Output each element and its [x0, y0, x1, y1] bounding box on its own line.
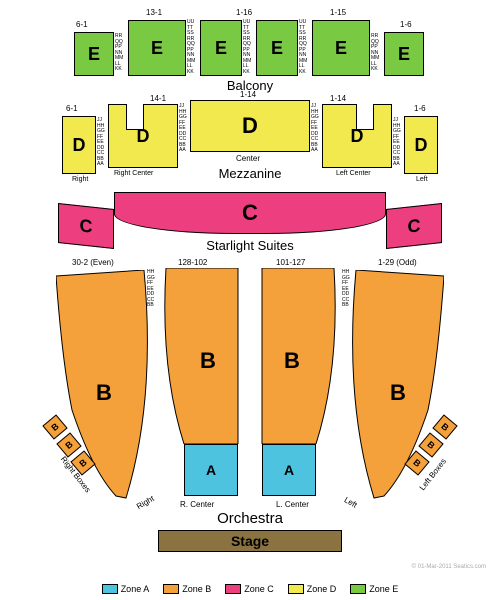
legend-zone-b: Zone B [163, 584, 211, 594]
balcony-rows-4: UU TT SS RR QQ PP NN MM LL KK [299, 20, 307, 75]
mezz-range-right: 1-14 [330, 94, 346, 103]
balcony-range-right: 1-15 [330, 8, 346, 17]
balcony-right[interactable]: E [312, 20, 370, 76]
legend: Zone A Zone B Zone C Zone D Zone E [0, 584, 500, 594]
mezz-center[interactable]: D [190, 100, 310, 152]
orch-title: Orchestra [0, 510, 500, 527]
mezz-range-left: 14-1 [150, 94, 166, 103]
balcony-rows-5: RR QQ PP NN MM LL KK [371, 34, 379, 73]
mezz-rows-1: JJ HH GG FF EE DD CC BB AA [97, 118, 105, 168]
starlight-title: Starlight Suites [0, 238, 500, 253]
orch-range-centerL: 128-102 [178, 258, 207, 267]
mezz-title: Mezzanine [0, 166, 500, 181]
balcony-center-left[interactable]: E [200, 20, 242, 76]
copyright: © 01-Mar-2011 Seatics.com [412, 564, 486, 570]
orch-range-rightodd: 1-29 (Odd) [378, 258, 417, 267]
orch-pos-lcenter: L. Center [276, 500, 309, 509]
orch-rows-l: HH GG FF EE DD CC BB [147, 270, 155, 309]
orch-rows-r: HH GG FF EE DD CC BB [342, 270, 350, 309]
balcony-range-left: 13-1 [146, 8, 162, 17]
orch-a-left[interactable]: A [184, 444, 238, 496]
starlight-center[interactable]: C [114, 192, 386, 234]
legend-zone-a: Zone A [102, 584, 150, 594]
mezz-center-note: Center [236, 154, 260, 163]
balcony-rows-3: UU TT SS RR QQ PP NN MM LL KK [243, 20, 251, 75]
mezz-rows-4: JJ HH GG FF EE DD CC BB AA [393, 118, 401, 168]
mezz-range-farleft: 6-1 [66, 104, 78, 113]
orch-center-left-b[interactable]: B [160, 268, 248, 444]
legend-zone-d: Zone D [288, 584, 337, 594]
balcony-far-right[interactable]: E [384, 32, 424, 76]
balcony-rows-2: UU TT SS RR QQ PP NN MM LL KK [187, 20, 195, 75]
mezz-rows-2: JJ HH GG FF EE DD CC BB AA [179, 104, 187, 154]
legend-zone-c: Zone C [225, 584, 274, 594]
balcony-range-center: 1-16 [236, 8, 252, 17]
mezz-range-center: 1-14 [240, 90, 256, 99]
svg-text:B: B [390, 380, 406, 405]
mezz-range-farright: 1-6 [414, 104, 426, 113]
seating-chart: E E E E E E 6-1 13-1 1-16 1-15 1-6 RR QQ… [0, 0, 500, 600]
balcony-far-left[interactable]: E [74, 32, 114, 76]
balcony-range-farright: 1-6 [400, 20, 412, 29]
orch-range-centerR: 101-127 [276, 258, 305, 267]
svg-text:B: B [96, 380, 112, 405]
legend-zone-e: Zone E [350, 584, 398, 594]
orch-pos-rcenter: R. Center [180, 500, 214, 509]
balcony-rows-1: RR QQ PP NN MM LL KK [115, 34, 123, 73]
orch-center-right-b[interactable]: B [252, 268, 340, 444]
balcony-range-farleft: 6-1 [76, 20, 88, 29]
orch-a-right[interactable]: A [262, 444, 316, 496]
balcony-center-right[interactable]: E [256, 20, 298, 76]
balcony-left[interactable]: E [128, 20, 186, 76]
mezz-rows-3: JJ HH GG FF EE DD CC BB AA [311, 104, 319, 154]
orch-range-lefteven: 30-2 (Even) [72, 258, 114, 267]
svg-text:B: B [200, 348, 216, 373]
stage: Stage [158, 530, 342, 552]
svg-text:B: B [284, 348, 300, 373]
